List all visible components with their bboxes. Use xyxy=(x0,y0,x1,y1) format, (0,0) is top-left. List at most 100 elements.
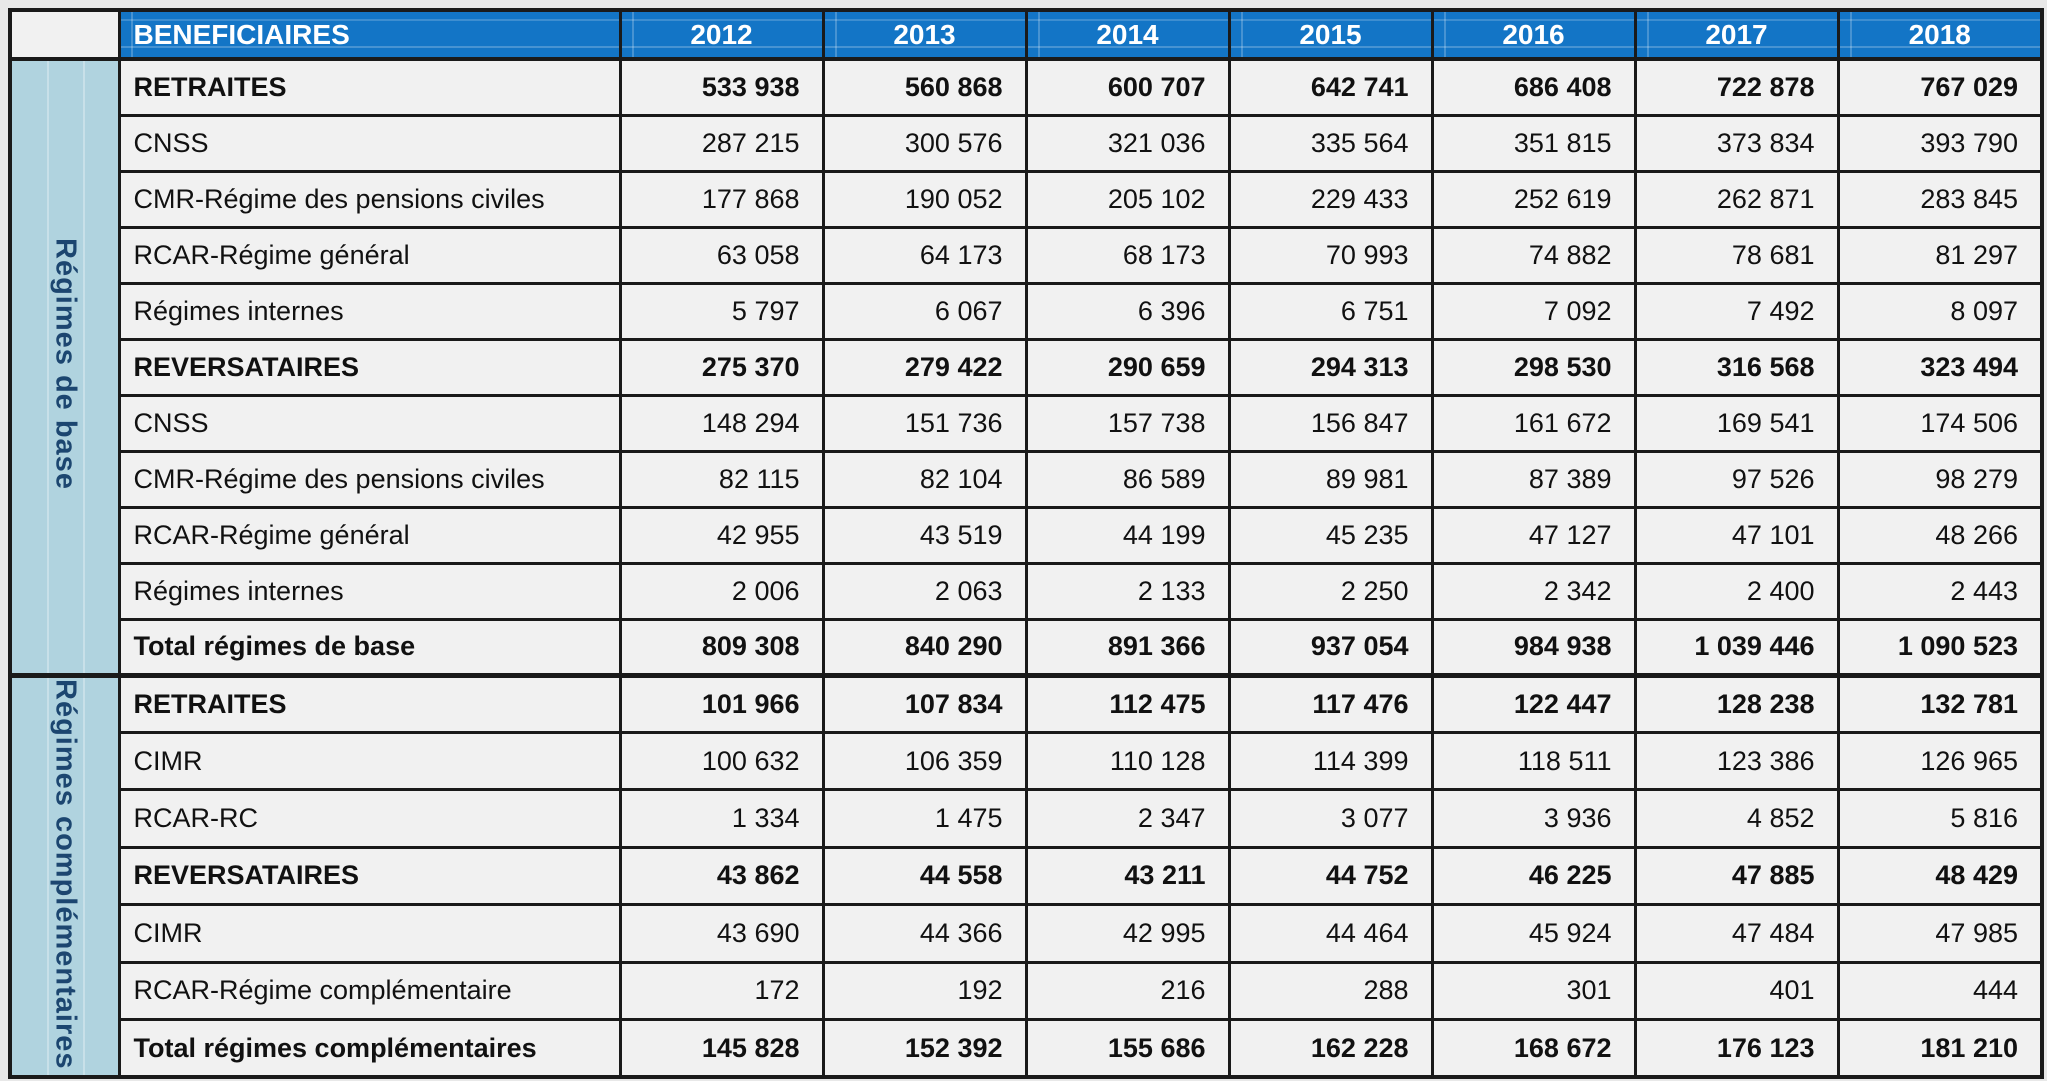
table-row: Total régimes de base 809 308 840 290 891 3… xyxy=(10,617,2044,677)
value-cell: 155 686 xyxy=(1024,1018,1231,1079)
value-cell: 86 589 xyxy=(1024,449,1231,509)
value-cell: 2 342 xyxy=(1430,561,1637,621)
value-cell: 275 370 xyxy=(618,337,825,397)
value-cell: 45 235 xyxy=(1227,505,1434,565)
value-cell: 1 090 523 xyxy=(1836,617,2044,677)
corner-cell xyxy=(8,8,121,61)
value-cell: 148 294 xyxy=(618,393,825,453)
section-group-cell: Régimes de base xyxy=(8,57,121,677)
value-cell: 809 308 xyxy=(618,617,825,677)
value-cell: 205 102 xyxy=(1024,169,1231,229)
table-row: CNSS 148 294 151 736 157 738 156 847 161 672 1… xyxy=(10,393,2044,453)
value-cell: 2 006 xyxy=(618,561,825,621)
table-row: REVERSATAIRES 43 862 44 558 43 211 44 752 46 … xyxy=(10,845,2044,907)
value-cell: 47 101 xyxy=(1633,505,1840,565)
row-label: CNSS xyxy=(117,113,622,173)
value-cell: 118 511 xyxy=(1430,730,1637,792)
value-cell: 192 xyxy=(821,960,1028,1022)
value-cell: 174 506 xyxy=(1836,393,2044,453)
table-row: CMR-Régime des pensions civiles 177 868 19… xyxy=(10,169,2044,229)
value-cell: 48 429 xyxy=(1836,845,2044,907)
value-cell: 42 955 xyxy=(618,505,825,565)
row-label: REVERSATAIRES xyxy=(117,845,622,907)
value-cell: 984 938 xyxy=(1430,617,1637,677)
value-cell: 316 568 xyxy=(1633,337,1840,397)
value-cell: 47 127 xyxy=(1430,505,1637,565)
value-cell: 156 847 xyxy=(1227,393,1434,453)
value-cell: 2 443 xyxy=(1836,561,2044,621)
value-cell: 162 228 xyxy=(1227,1018,1434,1079)
value-cell: 98 279 xyxy=(1836,449,2044,509)
value-cell: 1 475 xyxy=(821,788,1028,849)
column-header-year-2017: 2017 xyxy=(1633,8,1840,61)
row-label: RCAR-Régime général xyxy=(117,225,622,285)
value-cell: 114 399 xyxy=(1227,730,1434,792)
value-cell: 216 xyxy=(1024,960,1231,1022)
value-cell: 177 868 xyxy=(618,169,825,229)
table-body: Régimes de base RETRAITES 533 938 560 868 60… xyxy=(8,57,2044,1079)
table-row: Régimes complémentaires RETRAITES 101 966 1… xyxy=(8,672,2044,1079)
value-cell: 161 672 xyxy=(1430,393,1637,453)
value-cell: 48 266 xyxy=(1836,505,2044,565)
value-cell: 1 039 446 xyxy=(1633,617,1840,677)
value-cell: 151 736 xyxy=(821,393,1028,453)
value-cell: 112 475 xyxy=(1024,672,1231,734)
value-cell: 294 313 xyxy=(1227,337,1434,397)
table-row: CMR-Régime des pensions civiles 82 115 82 … xyxy=(10,449,2044,509)
row-label: CIMR xyxy=(117,730,622,792)
value-cell: 288 xyxy=(1227,960,1434,1022)
table-row: RCAR-Régime général 63 058 64 173 68 173 70 … xyxy=(10,225,2044,285)
value-cell: 262 871 xyxy=(1633,169,1840,229)
value-cell: 81 297 xyxy=(1836,225,2044,285)
value-cell: 169 541 xyxy=(1633,393,1840,453)
section-group-label: Régimes complémentaires xyxy=(49,678,82,1069)
value-cell: 43 211 xyxy=(1024,845,1231,907)
value-cell: 168 672 xyxy=(1430,1018,1637,1079)
value-cell: 6 067 xyxy=(821,281,1028,341)
row-label: CMR-Régime des pensions civiles xyxy=(117,169,622,229)
value-cell: 7 492 xyxy=(1633,281,1840,341)
value-cell: 132 781 xyxy=(1836,672,2044,734)
value-cell: 44 558 xyxy=(821,845,1028,907)
value-cell: 3 936 xyxy=(1430,788,1637,849)
value-cell: 110 128 xyxy=(1024,730,1231,792)
value-cell: 43 690 xyxy=(618,903,825,964)
row-label: RCAR-Régime complémentaire xyxy=(117,960,622,1022)
value-cell: 252 619 xyxy=(1430,169,1637,229)
value-cell: 351 815 xyxy=(1430,113,1637,173)
value-cell: 44 366 xyxy=(821,903,1028,964)
value-cell: 229 433 xyxy=(1227,169,1434,229)
value-cell: 5 816 xyxy=(1836,788,2044,849)
value-cell: 123 386 xyxy=(1633,730,1840,792)
value-cell: 1 334 xyxy=(618,788,825,849)
table-row: RCAR-Régime complémentaire 172 192 216 288 30… xyxy=(10,960,2044,1022)
value-cell: 840 290 xyxy=(821,617,1028,677)
value-cell: 891 366 xyxy=(1024,617,1231,677)
section-group-label: Régimes de base xyxy=(49,238,82,491)
value-cell: 82 115 xyxy=(618,449,825,509)
value-cell: 46 225 xyxy=(1430,845,1637,907)
table-row: Total régimes complémentaires 145 828 152 … xyxy=(10,1018,2044,1079)
table-row: Régimes de base RETRAITES 533 938 560 868 60… xyxy=(8,57,2044,677)
value-cell: 43 519 xyxy=(821,505,1028,565)
value-cell: 101 966 xyxy=(618,672,825,734)
value-cell: 335 564 xyxy=(1227,113,1434,173)
value-cell: 533 938 xyxy=(618,57,825,117)
value-cell: 642 741 xyxy=(1227,57,1434,117)
value-cell: 686 408 xyxy=(1430,57,1637,117)
table-row: RCAR-Régime général 42 955 43 519 44 199 45 … xyxy=(10,505,2044,565)
value-cell: 117 476 xyxy=(1227,672,1434,734)
table-row: Régimes internes 2 006 2 063 2 133 2 250 2 34… xyxy=(10,561,2044,621)
value-cell: 181 210 xyxy=(1836,1018,2044,1079)
value-cell: 560 868 xyxy=(821,57,1028,117)
header-row: BENEFICIAIRES 2012 2013 2014 2015 2016 2… xyxy=(8,8,2044,61)
value-cell: 44 752 xyxy=(1227,845,1434,907)
value-cell: 767 029 xyxy=(1836,57,2044,117)
value-cell: 100 632 xyxy=(618,730,825,792)
value-cell: 4 852 xyxy=(1633,788,1840,849)
value-cell: 152 392 xyxy=(821,1018,1028,1079)
value-cell: 47 484 xyxy=(1633,903,1840,964)
value-cell: 2 133 xyxy=(1024,561,1231,621)
value-cell: 937 054 xyxy=(1227,617,1434,677)
